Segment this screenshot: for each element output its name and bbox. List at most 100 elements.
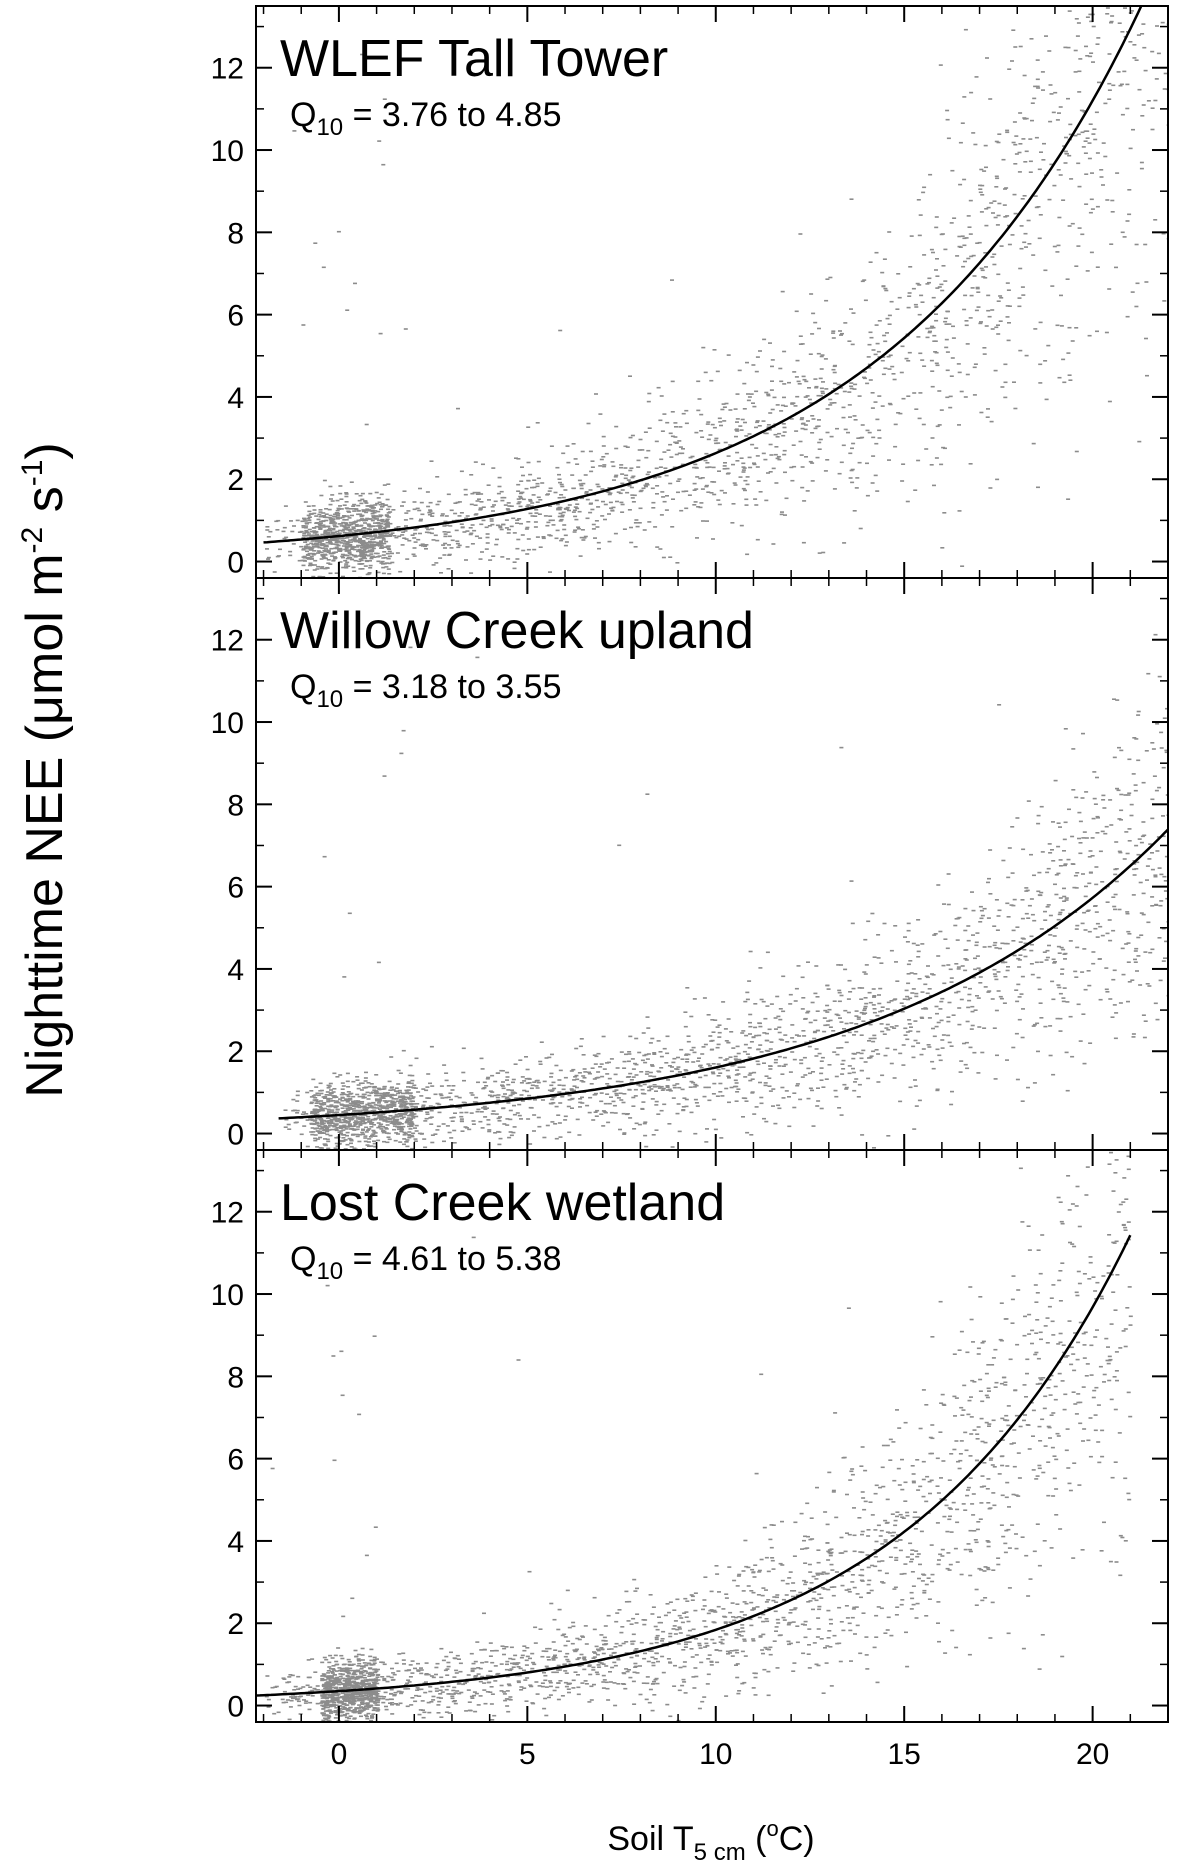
scatter-point [365, 573, 370, 576]
scatter-point [644, 482, 649, 485]
scatter-point [748, 1072, 753, 1074]
scatter-point [400, 505, 404, 507]
scatter-point [642, 1122, 647, 1125]
scatter-point [349, 1108, 354, 1110]
scatter-point [381, 572, 386, 575]
scatter-point [382, 527, 387, 530]
scatter-point [478, 507, 483, 509]
scatter-point [380, 535, 385, 537]
scatter-point [409, 1134, 414, 1137]
scatter-point [360, 1082, 365, 1084]
scatter-point [459, 1118, 464, 1120]
scatter-point [344, 567, 349, 569]
scatter-point [326, 1084, 331, 1087]
scatter-point [1146, 921, 1151, 924]
scatter-point [855, 477, 860, 479]
scatter-point [373, 1145, 378, 1148]
scatter-point [1011, 940, 1016, 942]
scatter-point [921, 1048, 926, 1050]
scatter-point [345, 1126, 350, 1128]
scatter-point [1058, 174, 1063, 176]
scatter-point [1097, 81, 1101, 84]
scatter-point [832, 365, 837, 368]
scatter-point [565, 506, 570, 509]
scatter-point [1061, 199, 1066, 201]
scatter-point [317, 541, 322, 544]
scatter-point [1127, 828, 1132, 830]
scatter-point [741, 471, 746, 473]
scatter-point [784, 497, 789, 500]
scatter-point [909, 1026, 913, 1028]
scatter-point [366, 505, 371, 507]
scatter-point [352, 1147, 357, 1150]
scatter-point [575, 503, 580, 505]
scatter-point [694, 1084, 699, 1087]
scatter-point [348, 541, 353, 543]
scatter-point [740, 1032, 745, 1034]
scatter-point [917, 234, 922, 237]
scatter-point [1088, 13, 1093, 16]
scatter-point [381, 1119, 386, 1121]
scatter-point [380, 518, 385, 521]
scatter-point [287, 1128, 292, 1130]
scatter-point [334, 1142, 339, 1145]
scatter-point [403, 1101, 408, 1103]
scatter-point [970, 287, 975, 289]
scatter-point [485, 542, 490, 544]
scatter-point [874, 442, 879, 445]
scatter-point [1091, 951, 1096, 953]
scatter-point [419, 1095, 424, 1097]
scatter-point [355, 1093, 360, 1096]
scatter-point [656, 1040, 661, 1042]
scatter-point [590, 466, 595, 468]
scatter-point [1029, 853, 1033, 856]
scatter-point [473, 514, 478, 516]
scatter-point [873, 474, 878, 477]
scatter-point [668, 443, 673, 446]
scatter-point [696, 506, 701, 508]
scatter-point [1059, 946, 1064, 949]
scatter-point [851, 1057, 856, 1060]
scatter-point [1059, 294, 1063, 297]
scatter-point [362, 527, 367, 530]
scatter-point [949, 981, 954, 983]
scatter-point [1042, 951, 1047, 953]
scatter-point [1024, 117, 1029, 120]
scatter-point [1034, 136, 1039, 139]
scatter-point [847, 979, 852, 982]
scatter-point [913, 489, 918, 491]
scatter-point [766, 426, 771, 428]
scatter-point [371, 1129, 376, 1132]
scatter-point [415, 1103, 420, 1105]
scatter-point [370, 1091, 375, 1093]
scatter-point [318, 528, 323, 530]
scatter-point [1084, 173, 1089, 175]
scatter-point [1108, 799, 1113, 801]
scatter-point [907, 1019, 912, 1021]
scatter-point [305, 531, 310, 533]
scatter-point [538, 499, 543, 501]
scatter-point [336, 512, 341, 515]
scatter-point [887, 231, 892, 233]
scatter-point [328, 1082, 333, 1085]
scatter-point [356, 513, 361, 516]
scatter-point [1089, 198, 1094, 201]
scatter-point [1133, 961, 1138, 963]
scatter-point [1067, 374, 1072, 376]
scatter-point [598, 413, 603, 415]
scatter-point [338, 505, 342, 507]
scatter-point [396, 1092, 401, 1095]
scatter-point [338, 529, 343, 532]
scatter-point [745, 998, 750, 1001]
scatter-point [346, 565, 351, 567]
scatter-point [1148, 951, 1153, 954]
scatter-point [992, 253, 997, 256]
scatter-point [367, 1128, 372, 1130]
scatter-point [319, 1092, 324, 1095]
scatter-point [908, 960, 913, 962]
scatter-point [571, 487, 576, 490]
scatter-point [659, 1055, 664, 1058]
scatter-point [1129, 814, 1134, 817]
scatter-point [1041, 159, 1046, 161]
scatter-point [1122, 70, 1127, 73]
